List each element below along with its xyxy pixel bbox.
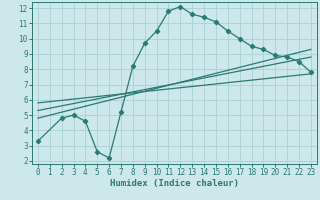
X-axis label: Humidex (Indice chaleur): Humidex (Indice chaleur) [110,179,239,188]
